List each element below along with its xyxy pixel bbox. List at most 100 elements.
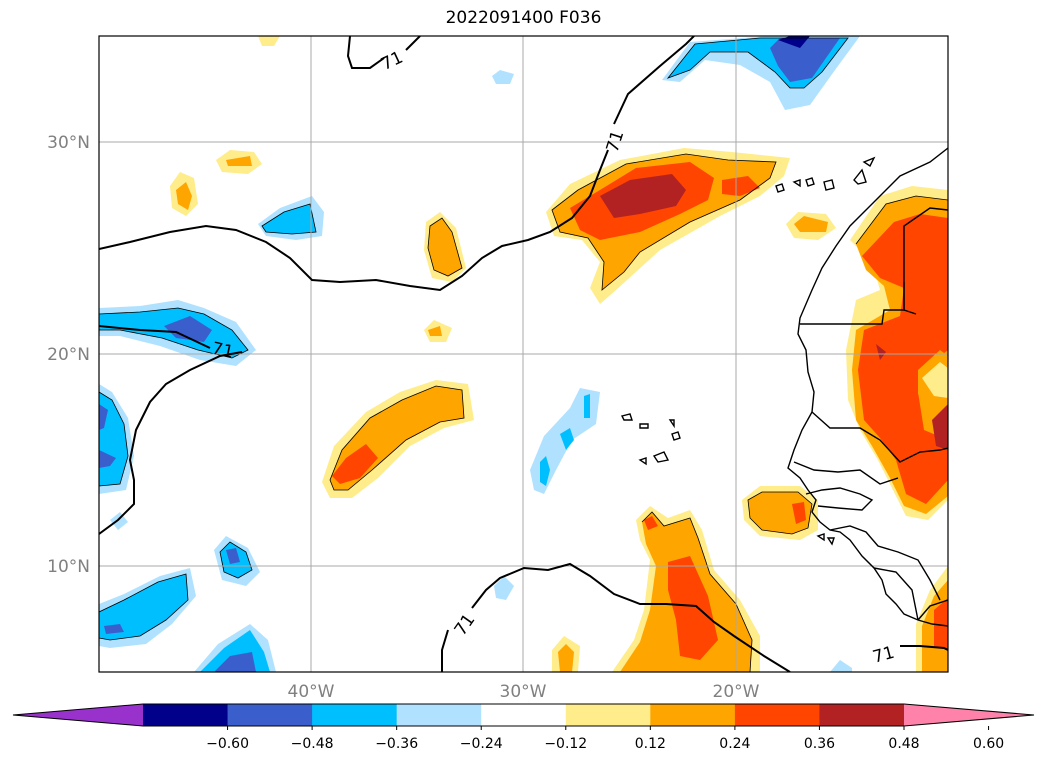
shade-darkred-8b [876, 344, 886, 360]
shade-blue-17 [830, 660, 852, 672]
colorbar-tick-label: −0.48 [291, 736, 334, 752]
border-3 [811, 411, 948, 463]
colorbar-tick-label: 0.48 [888, 736, 919, 752]
map-title: 2022091400 F036 [445, 8, 602, 28]
island-cv-3 [668, 419, 675, 429]
shade-blue-11-inner [540, 456, 550, 486]
colorbar-extend-low [13, 704, 143, 726]
colorbar-segment [481, 704, 567, 726]
shade-blue-16 [494, 576, 514, 600]
island-cv-1 [620, 413, 633, 421]
shade-yellow-topleft [258, 36, 280, 46]
shade-blue-3-inner [262, 204, 316, 234]
shade-redorange-21 [934, 598, 948, 650]
shade-navy-12 [99, 404, 108, 430]
shade-darkred-6 [600, 174, 686, 218]
island-canary-3 [805, 177, 815, 187]
shade-blue-small [492, 70, 514, 84]
contour-bottom [441, 629, 449, 672]
colorbar-segment [565, 704, 651, 726]
island-canary-1 [775, 183, 785, 193]
colorbar-tick-label: −0.36 [375, 736, 418, 752]
colorbar-tick-label: −0.60 [206, 736, 249, 752]
colorbar-segment [143, 704, 229, 726]
lat-label-10n: 10°N [47, 557, 90, 577]
shade-blue-11c [584, 394, 590, 418]
island-cv-5 [638, 457, 647, 466]
colorbar-tick-label: 0.60 [973, 736, 1004, 752]
island-cv-4 [671, 431, 681, 441]
shade-navy-core [778, 36, 810, 48]
lon-label-20w: 20°W [713, 682, 760, 702]
shade-orange-2 [176, 182, 192, 210]
coast-africa [787, 147, 948, 627]
contour-left [99, 325, 211, 349]
shade-darkred-8 [932, 404, 948, 450]
contour-bottom-3 [900, 645, 948, 651]
shade-orange-19 [558, 644, 574, 672]
colorbar-tick-label: 0.24 [719, 736, 750, 752]
colorbar-tick-label: −0.24 [460, 736, 503, 752]
shading-outlines [99, 37, 948, 672]
shade-redorange-20 [792, 502, 806, 524]
lat-label-20n: 20°N [47, 345, 90, 365]
border-2 [903, 282, 917, 315]
island-bijagos-2 [826, 537, 835, 546]
border-5 [805, 487, 874, 511]
island-canary-5 [853, 168, 867, 185]
shade-redorange-6b [722, 176, 760, 196]
shade-blue-11b [560, 428, 574, 450]
shade-blue-14-inner [99, 574, 188, 640]
contour-top-2 [405, 36, 421, 51]
colorbar: −0.60 −0.48 −0.36 −0.24 −0.12 0.12 0.24 0.36 0.4… [12, 703, 1035, 752]
coastline [620, 147, 948, 627]
map-plot-area: 71 71 71 71 71 [99, 36, 948, 672]
gridlines [99, 36, 948, 672]
island-canary-6 [862, 156, 876, 168]
island-cv-2 [639, 423, 649, 429]
shade-navy-9 [164, 316, 212, 342]
colorbar-segment [650, 704, 736, 726]
lon-label-40w: 40°W [288, 682, 335, 702]
shade-navy-12b [99, 450, 116, 468]
shade-navy-north [770, 38, 840, 82]
colorbar-segment [819, 704, 905, 726]
map-frame [98, 35, 949, 673]
anomaly-shading [99, 36, 948, 672]
colorbar-tick-label: 0.12 [635, 736, 666, 752]
shade-navy-13 [226, 548, 240, 564]
shade-orange-5 [428, 326, 442, 336]
shade-navy-15 [214, 652, 256, 672]
contour-left-2 [99, 351, 243, 535]
colorbar-segment [396, 704, 482, 726]
colorbar-segment [734, 704, 820, 726]
shade-orange-7 [794, 216, 828, 232]
border-4 [793, 461, 899, 485]
shade-orange-4 [428, 218, 462, 276]
island-cv-6 [652, 451, 670, 463]
contour-bottom-2 [471, 562, 791, 672]
contour-north-2 [613, 36, 695, 125]
shade-redorange-18b [644, 516, 658, 530]
shade-redorange-10 [332, 444, 378, 484]
shade-navy-14 [104, 624, 124, 634]
contour-north [99, 149, 609, 292]
colorbar-extend-high [904, 704, 1034, 726]
colorbar-tick-label: −0.12 [544, 736, 587, 752]
contour-label-left: 71 [210, 339, 235, 363]
shade-orange-1 [226, 156, 252, 166]
colorbar-segment [227, 704, 313, 726]
shade-blue-12b [110, 512, 128, 530]
island-canary-2 [792, 179, 801, 188]
colorbar-tick-label: 0.36 [804, 736, 835, 752]
shade-redorange-8 [858, 214, 948, 504]
border-7 [873, 567, 919, 621]
colorbar-segment [312, 704, 398, 726]
lon-label-30w: 30°W [500, 682, 547, 702]
island-canary-4 [823, 179, 835, 191]
shade-white-hole-8b [922, 362, 948, 398]
border-6 [829, 525, 941, 601]
contour-71 [99, 36, 948, 672]
contour-top [346, 36, 385, 69]
